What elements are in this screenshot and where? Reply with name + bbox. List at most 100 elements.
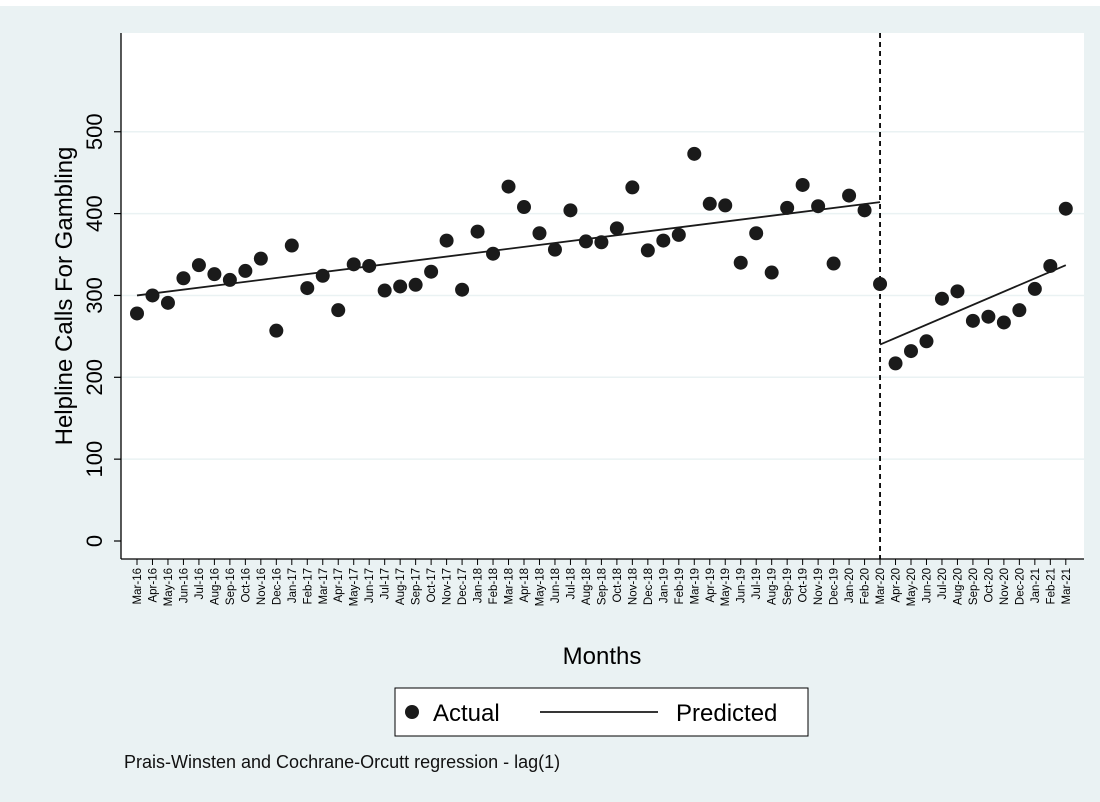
actual-point (934, 291, 949, 306)
x-tick-label: Mar-19 (689, 568, 701, 604)
x-tick-label: Jul-20 (937, 568, 949, 599)
actual-point (795, 177, 810, 192)
actual-point (749, 226, 764, 241)
actual-point (222, 272, 237, 287)
actual-point (176, 271, 191, 286)
x-tick-label: May-16 (163, 568, 175, 606)
actual-point (950, 284, 965, 299)
x-tick-label: Nov-19 (813, 568, 825, 605)
actual-point (439, 233, 454, 248)
x-tick-label: Jun-19 (736, 568, 748, 603)
actual-point (873, 276, 888, 291)
x-tick-label: Mar-20 (875, 568, 887, 604)
x-tick-label: Jan-18 (473, 568, 485, 603)
actual-point (671, 227, 686, 242)
actual-point (362, 258, 377, 273)
x-tick-label: Dec-16 (271, 568, 283, 605)
actual-point (238, 263, 253, 278)
actual-point (857, 203, 872, 218)
x-tick-label: Dec-18 (643, 568, 655, 605)
predicted-line-group (136, 201, 1067, 346)
actual-point (563, 203, 578, 218)
actual-point (253, 251, 268, 266)
actual-point (780, 200, 795, 215)
predicted-segment-1 (136, 201, 881, 297)
actual-point (532, 226, 547, 241)
top-margin (0, 0, 1100, 6)
x-tick-label: May-17 (349, 568, 361, 606)
actual-point (609, 221, 624, 236)
x-tick-label: Jun-16 (178, 568, 190, 603)
x-tick-label: Oct-17 (426, 568, 438, 603)
x-tick-label: Oct-20 (983, 568, 995, 603)
actual-point (965, 313, 980, 328)
x-tick-label: Jun-17 (364, 568, 376, 603)
x-tick-label: Sep-18 (596, 568, 608, 605)
actual-point (1027, 281, 1042, 296)
x-tick-label: Dec-19 (829, 568, 841, 605)
x-tick-label: Oct-16 (240, 568, 252, 603)
x-tick-label: Dec-17 (457, 568, 469, 605)
x-tick-label: Apr-18 (519, 568, 531, 603)
x-tick-label: Mar-21 (1061, 568, 1073, 604)
actual-point (764, 265, 779, 280)
x-tick-label: Jun-18 (550, 568, 562, 603)
actual-point (1043, 258, 1058, 273)
y-tick-label: 400 (82, 195, 107, 232)
actual-point (656, 233, 671, 248)
actual-point (130, 306, 144, 321)
actual-point (501, 179, 516, 194)
actual-point (393, 279, 408, 294)
x-tick-label: Oct-19 (798, 568, 810, 603)
x-tick-label: Jan-17 (287, 568, 299, 603)
actual-point (486, 246, 501, 261)
x-tick-label: Mar-17 (318, 568, 330, 604)
x-tick-label: Jun-20 (921, 568, 933, 603)
x-tick-label: Jul-16 (194, 568, 206, 599)
actual-point (191, 258, 206, 273)
x-tick-label: Apr-20 (891, 568, 903, 603)
actual-point (207, 267, 222, 282)
y-tick-label: 0 (82, 535, 107, 547)
x-tick-label: Aug-18 (581, 568, 593, 605)
actual-point (919, 334, 934, 349)
x-tick-label: Feb-18 (488, 568, 500, 604)
x-tick-label: Jul-17 (380, 568, 392, 599)
x-tick-label: Feb-20 (860, 568, 872, 604)
actual-point (284, 238, 299, 253)
legend: Actual Predicted (394, 687, 809, 737)
actual-point (811, 199, 826, 214)
x-tick-label: Jan-21 (1030, 568, 1042, 603)
y-tick-label: 500 (82, 113, 107, 150)
x-tick-label: May-20 (906, 568, 918, 606)
x-tick-label: Dec-20 (1014, 568, 1026, 605)
actual-point (1012, 303, 1027, 318)
actual-point (346, 257, 361, 272)
x-tick-label: Feb-17 (302, 568, 314, 604)
x-tick-label: Sep-19 (782, 568, 794, 605)
actual-points-group (130, 146, 1073, 371)
x-axis-title: Months (563, 643, 642, 670)
actual-point (408, 277, 423, 292)
x-tick-label: May-19 (720, 568, 732, 606)
actual-point (640, 243, 655, 258)
x-tick-label: Aug-19 (767, 568, 779, 605)
actual-point (842, 188, 857, 203)
actual-point (687, 146, 702, 161)
actual-point (315, 268, 330, 283)
actual-point (269, 323, 284, 338)
actual-point (625, 180, 640, 195)
actual-point (517, 200, 531, 215)
regression-note: Prais-Winsten and Cochrane-Orcutt regres… (124, 752, 561, 772)
x-tick-label: Apr-19 (705, 568, 717, 603)
actual-point (996, 315, 1011, 330)
actual-point (300, 281, 315, 296)
x-tick-label: Jan-19 (658, 568, 670, 603)
x-tick-label: Jul-18 (565, 568, 577, 599)
x-tick-label: Aug-17 (395, 568, 407, 605)
x-tick-label: Mar-18 (504, 568, 516, 604)
x-tick-label: Aug-16 (209, 568, 221, 605)
x-tick-label: Nov-16 (256, 568, 268, 605)
actual-point (904, 344, 918, 359)
actual-point (733, 255, 748, 270)
